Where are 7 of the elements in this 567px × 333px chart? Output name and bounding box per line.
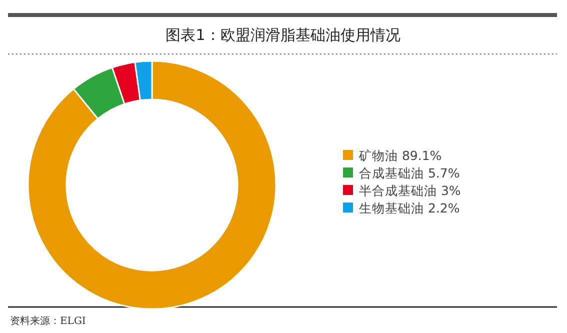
- chart-title: 图表1：欧盟润滑脂基础油使用情况: [166, 26, 400, 44]
- legend-label: 合成基础油 5.7%: [359, 166, 460, 180]
- text: 资料来源：ELGI: [10, 315, 86, 327]
- legend-label: 半合成基础油 3%: [359, 183, 461, 198]
- donut-slice: [27, 60, 277, 310]
- legend-label: 矿物油 89.1%: [358, 148, 442, 163]
- legend-label: 生物基础油 2.2%: [359, 200, 460, 216]
